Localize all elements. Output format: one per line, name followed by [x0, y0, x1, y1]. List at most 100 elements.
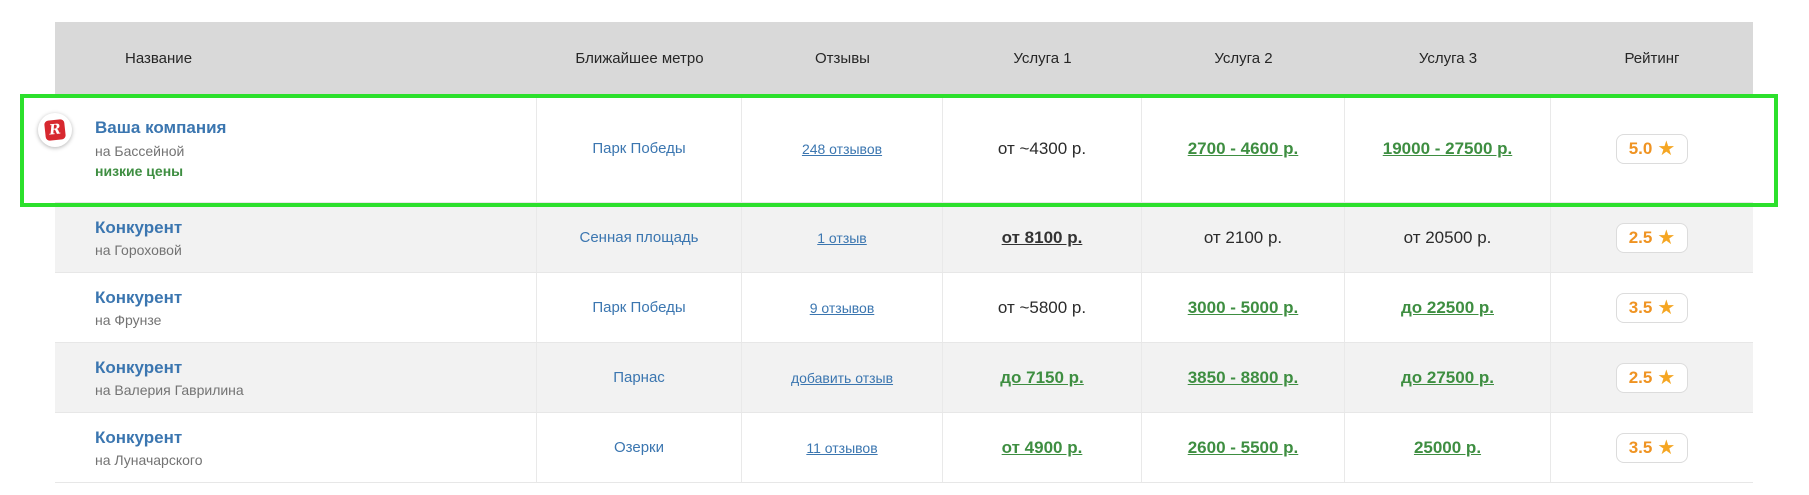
service2-price[interactable]: 2600 - 5500 р.	[1187, 437, 1299, 457]
rating-cell: 3.5 ★	[1551, 413, 1753, 482]
company-address: на Бассейной	[95, 142, 185, 159]
service2-price[interactable]: 2700 - 4600 р.	[1187, 138, 1299, 158]
company-cell: Конкурент на Фрунзе	[55, 273, 537, 342]
star-icon: ★	[1657, 296, 1676, 319]
service1-price: от ~4300 р.	[997, 138, 1087, 158]
reviews-cell: добавить отзыв	[742, 343, 943, 412]
service3-price[interactable]: до 22500 р.	[1400, 297, 1494, 317]
service2-cell: 3000 - 5000 р.	[1142, 273, 1345, 342]
metro-link[interactable]: Озерки	[613, 439, 664, 456]
service1-cell: от 4900 р.	[943, 413, 1142, 482]
company-cell: R Ваша компания на Бассейной низкие цены	[38, 95, 537, 202]
reviews-cell: 11 отзывов	[742, 413, 943, 482]
service3-price[interactable]: 25000 р.	[1413, 437, 1482, 457]
service3-price[interactable]: до 27500 р.	[1400, 367, 1494, 387]
service1-price[interactable]: до 7150 р.	[1000, 367, 1084, 387]
reviews-link[interactable]: 1 отзыв	[817, 229, 867, 246]
column-header-service1: Услуга 1	[1013, 50, 1072, 67]
column-header-metro: Ближайшее метро	[575, 50, 704, 67]
column-header-reviews: Отзывы	[815, 50, 870, 67]
service2-cell: 2600 - 5500 р.	[1142, 413, 1345, 482]
service2-cell: от 2100 р.	[1142, 203, 1345, 272]
rating-cell: 2.5 ★	[1551, 203, 1753, 272]
star-icon: ★	[1657, 366, 1676, 389]
service1-price: от ~5800 р.	[997, 297, 1087, 317]
star-icon: ★	[1657, 137, 1676, 160]
reviews-cell: 1 отзыв	[742, 203, 943, 272]
column-header-service2: Услуга 2	[1214, 50, 1273, 67]
service3-cell: 25000 р.	[1345, 413, 1551, 482]
service3-price[interactable]: 19000 - 27500 р.	[1382, 138, 1513, 158]
metro-link[interactable]: Парк Победы	[592, 140, 686, 157]
service2-price: от 2100 р.	[1203, 227, 1283, 247]
column-header-name: Название	[125, 50, 193, 67]
company-name-link[interactable]: Конкурент	[95, 217, 183, 237]
company-address: на Валерия Гаврилина	[95, 382, 244, 399]
rating-value: 2.5	[1628, 367, 1653, 387]
row-competitor-1: Конкурент на Гороховой Сенная площадь 1 …	[55, 203, 1753, 273]
reviews-link[interactable]: 9 отзывов	[809, 299, 875, 316]
column-header-rating: Рейтинг	[1624, 50, 1680, 67]
company-name-link[interactable]: Конкурент	[95, 287, 183, 307]
row-competitor-4: Конкурент на Луначарского Озерки 11 отзы…	[55, 413, 1753, 483]
metro-cell: Парк Победы	[537, 95, 742, 202]
company-name-link[interactable]: Конкурент	[95, 357, 183, 377]
star-icon: ★	[1657, 226, 1676, 249]
company-address: на Гороховой	[95, 242, 182, 259]
rating-value: 3.5	[1628, 297, 1653, 317]
company-name-link[interactable]: Ваша компания	[95, 118, 227, 138]
reviews-cell: 248 отзывов	[742, 95, 943, 202]
service1-price[interactable]: от 4900 р.	[1001, 437, 1083, 457]
reviews-link[interactable]: 11 отзывов	[806, 439, 878, 456]
service3-price: от 20500 р.	[1403, 227, 1492, 247]
rating-badge: 3.5 ★	[1615, 292, 1689, 323]
rating-value: 2.5	[1628, 227, 1653, 247]
rating-cell: 2.5 ★	[1551, 343, 1753, 412]
service2-price[interactable]: 3850 - 8800 р.	[1187, 367, 1299, 387]
reviews-link[interactable]: добавить отзыв	[790, 369, 894, 386]
rating-cell: 3.5 ★	[1551, 273, 1753, 342]
metro-cell: Парнас	[537, 343, 742, 412]
company-logo: R	[38, 113, 72, 147]
company-name-link[interactable]: Конкурент	[95, 427, 183, 447]
table-header-row: Название Ближайшее метро Отзывы Услуга 1…	[55, 22, 1753, 95]
row-your-company: R Ваша компания на Бассейной низкие цены…	[38, 95, 1753, 203]
logo-letter: R	[48, 121, 62, 139]
company-address: на Фрунзе	[95, 312, 162, 329]
service2-price[interactable]: 3000 - 5000 р.	[1187, 297, 1299, 317]
service1-price[interactable]: от 8100 р.	[1001, 227, 1083, 247]
service1-cell: до 7150 р.	[943, 343, 1142, 412]
company-cell: Конкурент на Луначарского	[55, 413, 537, 482]
company-cell: Конкурент на Валерия Гаврилина	[55, 343, 537, 412]
service3-cell: от 20500 р.	[1345, 203, 1551, 272]
company-note-badge: низкие цены	[95, 162, 184, 179]
rating-value: 3.5	[1628, 437, 1653, 457]
service1-cell: от ~5800 р.	[943, 273, 1142, 342]
rating-badge: 2.5 ★	[1615, 222, 1689, 253]
metro-cell: Озерки	[537, 413, 742, 482]
row-competitor-2: Конкурент на Фрунзе Парк Победы 9 отзыво…	[55, 273, 1753, 343]
star-icon: ★	[1657, 436, 1676, 459]
comparison-table: Название Ближайшее метро Отзывы Услуга 1…	[38, 22, 1753, 483]
service3-cell: до 27500 р.	[1345, 343, 1551, 412]
rating-value: 5.0	[1628, 138, 1653, 158]
metro-link[interactable]: Парк Победы	[592, 299, 686, 316]
rating-badge: 2.5 ★	[1615, 362, 1689, 393]
company-address: на Луначарского	[95, 452, 203, 469]
metro-cell: Сенная площадь	[537, 203, 742, 272]
metro-link[interactable]: Парнас	[613, 369, 665, 386]
reviews-cell: 9 отзывов	[742, 273, 943, 342]
service2-cell: 3850 - 8800 р.	[1142, 343, 1345, 412]
company-cell: Конкурент на Гороховой	[55, 203, 537, 272]
rating-badge: 3.5 ★	[1615, 432, 1689, 463]
metro-cell: Парк Победы	[537, 273, 742, 342]
rating-badge: 5.0 ★	[1615, 133, 1689, 164]
service3-cell: до 22500 р.	[1345, 273, 1551, 342]
service3-cell: 19000 - 27500 р.	[1345, 95, 1551, 202]
service1-cell: от ~4300 р.	[943, 95, 1142, 202]
service2-cell: 2700 - 4600 р.	[1142, 95, 1345, 202]
metro-link[interactable]: Сенная площадь	[579, 229, 699, 246]
reviews-link[interactable]: 248 отзывов	[801, 140, 883, 157]
row-competitor-3: Конкурент на Валерия Гаврилина Парнас до…	[55, 343, 1753, 413]
